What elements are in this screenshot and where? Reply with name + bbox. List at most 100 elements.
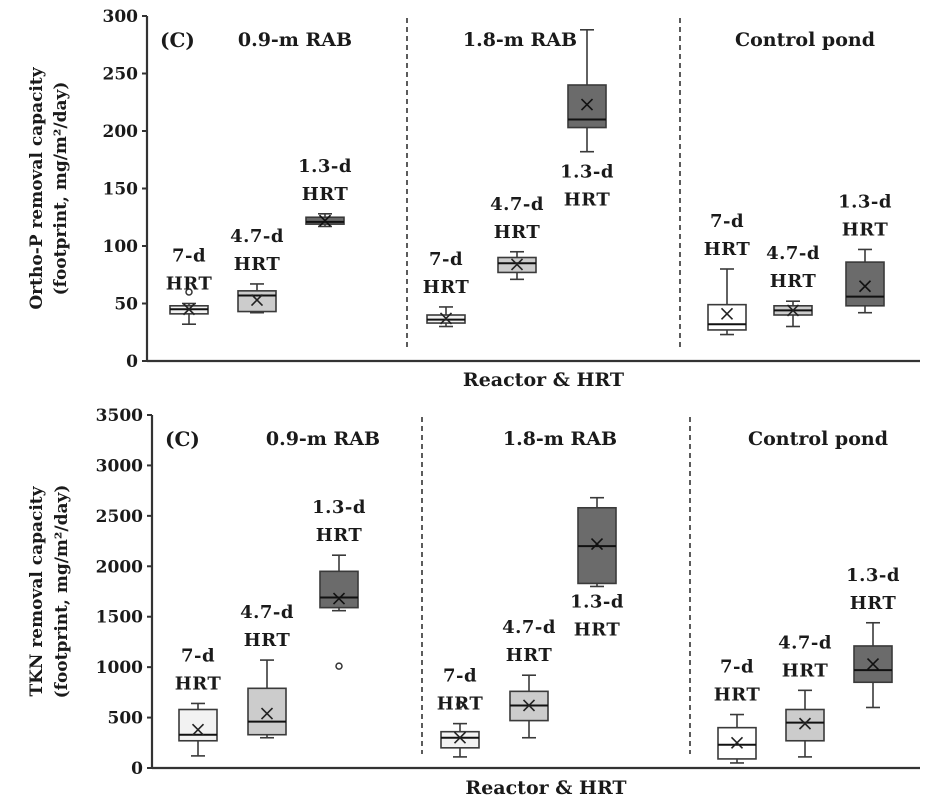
mean-marker bbox=[260, 707, 274, 720]
hrt-label: 1.3-d bbox=[838, 191, 892, 212]
y-axis-label-units: (footprint, mg/m²/day) bbox=[52, 485, 72, 699]
hrt-label: HRT bbox=[574, 619, 621, 640]
y-tick-label: 1500 bbox=[96, 608, 143, 628]
hrt-label: 4.7-d bbox=[778, 632, 832, 653]
hrt-label: HRT bbox=[494, 222, 541, 243]
hrt-label: HRT bbox=[423, 277, 470, 298]
hrt-label: 7-d bbox=[443, 666, 477, 687]
hrt-label: 7-d bbox=[181, 645, 215, 666]
y-tick-label: 300 bbox=[103, 7, 139, 27]
mean-marker bbox=[453, 731, 467, 744]
mean-marker bbox=[318, 214, 332, 227]
y-axis-label: Ortho-P removal capacity bbox=[27, 66, 47, 309]
hrt-label: 1.3-d bbox=[298, 156, 352, 177]
x-axis-label: Reactor & HRT bbox=[463, 369, 624, 391]
y-tick-label: 500 bbox=[108, 709, 144, 729]
outlier-point bbox=[456, 700, 464, 709]
mean-marker bbox=[798, 717, 812, 730]
iqr-box bbox=[178, 708, 218, 742]
iqr-box bbox=[707, 303, 747, 331]
tkn-panel: 0 500 1000 1500 2000 2500 3000 3500 TKN removal … bbox=[27, 406, 920, 799]
hrt-label: 1.3-d bbox=[570, 591, 624, 612]
iqr-box bbox=[237, 290, 277, 313]
mean-marker bbox=[858, 280, 872, 293]
hrt-label: 7-d bbox=[720, 657, 754, 678]
group-label: Control pond bbox=[735, 29, 875, 51]
hrt-label: HRT bbox=[175, 673, 222, 694]
mean-marker bbox=[580, 98, 594, 111]
y-tick-label: 3500 bbox=[96, 406, 143, 426]
y-axis-label-units: (footprint, mg/m²/day) bbox=[51, 82, 71, 296]
mean-marker bbox=[191, 723, 205, 736]
outlier-point bbox=[185, 288, 193, 296]
iqr-box bbox=[440, 730, 480, 749]
hrt-label: HRT bbox=[564, 190, 611, 211]
hrt-label: 1.3-d bbox=[846, 565, 900, 586]
group-label: 1.8-m RAB bbox=[463, 29, 577, 51]
hrt-label: 7-d bbox=[710, 211, 744, 232]
y-tick-label: 100 bbox=[103, 237, 139, 257]
y-tick-label: 0 bbox=[126, 352, 138, 372]
group-label: 1.8-m RAB bbox=[503, 428, 617, 450]
iqr-box bbox=[717, 726, 757, 760]
group-label: Control pond bbox=[748, 428, 888, 450]
hrt-label: 7-d bbox=[172, 246, 206, 267]
hrt-label: 4.7-d bbox=[502, 617, 556, 638]
hrt-label: 4.7-d bbox=[490, 194, 544, 215]
y-tick-label: 50 bbox=[114, 295, 138, 315]
panel-label: (C) bbox=[165, 427, 200, 451]
mean-marker bbox=[720, 307, 734, 320]
hrt-label: HRT bbox=[770, 271, 817, 292]
mean-marker bbox=[786, 304, 800, 317]
mean-marker bbox=[866, 658, 880, 671]
mean-marker bbox=[510, 258, 524, 271]
hrt-label: HRT bbox=[782, 660, 829, 681]
iqr-box bbox=[845, 261, 885, 307]
hrt-label: 4.7-d bbox=[240, 602, 294, 623]
panel-label: (C) bbox=[160, 28, 195, 52]
hrt-label: 1.3-d bbox=[560, 162, 614, 183]
hrt-label: 4.7-d bbox=[230, 226, 284, 247]
hrt-label: 4.7-d bbox=[766, 243, 820, 264]
mean-marker bbox=[522, 699, 536, 712]
hrt-label: HRT bbox=[437, 694, 484, 715]
mean-marker bbox=[730, 736, 744, 749]
x-axis-label: Reactor & HRT bbox=[465, 777, 626, 799]
y-tick-label: 150 bbox=[103, 180, 139, 200]
hrt-label: HRT bbox=[302, 184, 349, 205]
hrt-label: HRT bbox=[166, 274, 213, 295]
hrt-label: 7-d bbox=[429, 249, 463, 270]
y-tick-label: 2500 bbox=[96, 507, 143, 527]
hrt-label: HRT bbox=[506, 645, 553, 666]
iqr-box bbox=[785, 708, 825, 742]
y-axis-label: TKN removal capacity bbox=[27, 485, 47, 696]
mean-marker bbox=[332, 592, 346, 605]
y-tick-label: 200 bbox=[103, 122, 139, 142]
hrt-label: HRT bbox=[850, 593, 897, 614]
iqr-box bbox=[247, 687, 287, 736]
y-tick-label: 2000 bbox=[96, 557, 143, 577]
y-tick-label: 1000 bbox=[96, 658, 143, 678]
outlier-point bbox=[335, 662, 343, 670]
iqr-box bbox=[567, 84, 607, 129]
hrt-label: 1.3-d bbox=[312, 497, 366, 518]
y-tick-label: 250 bbox=[103, 65, 139, 85]
y-tick-label: 3000 bbox=[96, 456, 143, 476]
hrt-label: HRT bbox=[704, 239, 751, 260]
hrt-label: HRT bbox=[244, 630, 291, 651]
ortho-p-panel: 0 50 100 150 200 250 300 Ortho-P removal capaci… bbox=[27, 7, 920, 391]
hrt-label: HRT bbox=[714, 685, 761, 706]
mean-marker bbox=[590, 538, 604, 551]
hrt-label: HRT bbox=[842, 219, 889, 240]
mean-marker bbox=[250, 293, 264, 307]
mean-marker bbox=[182, 303, 196, 316]
hrt-label: HRT bbox=[234, 254, 281, 275]
group-label: 0.9-m RAB bbox=[266, 428, 380, 450]
y-tick-label: 0 bbox=[131, 759, 143, 779]
iqr-box bbox=[319, 570, 359, 609]
group-label: 0.9-m RAB bbox=[238, 29, 352, 51]
hrt-label: HRT bbox=[316, 525, 363, 546]
mean-marker bbox=[439, 312, 453, 325]
